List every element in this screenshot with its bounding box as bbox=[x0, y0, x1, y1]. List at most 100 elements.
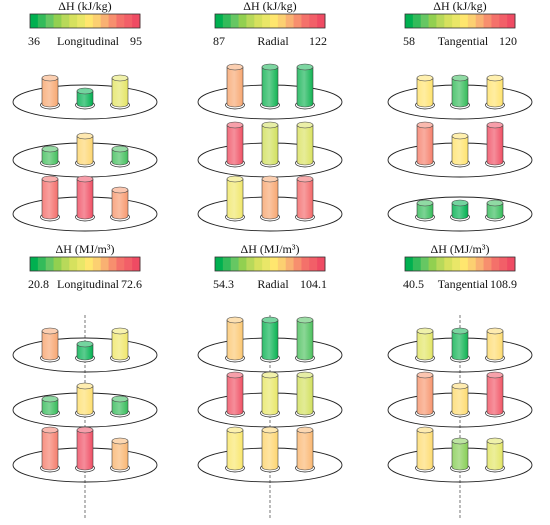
cylinder-body bbox=[41, 178, 59, 220]
colorbar-swatch bbox=[499, 257, 508, 271]
colorbar-swatch bbox=[317, 257, 326, 271]
colorbar-swatch bbox=[420, 14, 429, 28]
cylinder bbox=[75, 132, 95, 168]
level-1 bbox=[12, 327, 158, 373]
colorbar-swatch bbox=[37, 257, 47, 271]
colorbar-swatch bbox=[100, 14, 109, 28]
cylinder-body bbox=[76, 90, 94, 108]
cylinder-top bbox=[416, 199, 434, 207]
cylinder-top bbox=[76, 175, 94, 183]
colorbar-swatch bbox=[436, 14, 445, 28]
cylinder-body bbox=[486, 124, 504, 166]
cylinder-body bbox=[451, 440, 469, 471]
cylinder bbox=[40, 395, 60, 418]
cylinder-body bbox=[486, 77, 504, 108]
cylinder-top bbox=[451, 382, 469, 390]
colorbar-swatch bbox=[108, 14, 117, 28]
cylinder-body bbox=[261, 178, 279, 220]
level-3 bbox=[197, 426, 343, 483]
cylinder-top bbox=[451, 327, 469, 335]
colorbar-swatch bbox=[45, 257, 54, 271]
colorbar-min-label: 54.3 bbox=[213, 277, 234, 291]
cylinder-top bbox=[76, 87, 94, 95]
colorbar-swatch bbox=[444, 257, 453, 271]
colorbar-swatch bbox=[412, 14, 422, 28]
level-3 bbox=[12, 175, 158, 232]
colorbar-min-label: 40.5 bbox=[403, 277, 424, 291]
cylinder-body bbox=[261, 66, 279, 108]
cylinder-body bbox=[296, 374, 314, 416]
cylinder-body bbox=[296, 66, 314, 108]
cylinder-top bbox=[261, 63, 279, 71]
cylinder-body bbox=[451, 77, 469, 108]
cylinder-body bbox=[451, 202, 469, 220]
cylinder bbox=[295, 121, 315, 168]
level-1 bbox=[197, 316, 343, 373]
cylinder bbox=[75, 382, 95, 418]
cylinder-body bbox=[261, 319, 279, 361]
colorbar-frame bbox=[214, 13, 326, 29]
cylinder-body bbox=[451, 385, 469, 416]
cylinder-body bbox=[226, 124, 244, 166]
cylinder-top bbox=[486, 199, 504, 207]
colorbar-swatch bbox=[61, 257, 70, 271]
cylinder-body bbox=[111, 148, 129, 166]
cylinder bbox=[75, 340, 95, 363]
cylinder bbox=[295, 175, 315, 222]
cylinder-top bbox=[226, 426, 244, 434]
cylinder-body bbox=[76, 429, 94, 471]
plate-ellipse bbox=[12, 84, 158, 120]
cylinder-body bbox=[296, 319, 314, 361]
colorbar-frame bbox=[214, 256, 326, 272]
cylinder-top bbox=[41, 327, 59, 335]
cylinder bbox=[260, 63, 280, 110]
colorbar-swatch bbox=[215, 14, 224, 28]
colorbar-swatch bbox=[69, 257, 78, 271]
colorbar-swatch bbox=[30, 14, 39, 28]
level-2 bbox=[387, 371, 533, 428]
cylinder-body bbox=[111, 189, 129, 220]
cylinder-top bbox=[76, 340, 94, 348]
cylinder-body bbox=[111, 398, 129, 416]
level-1 bbox=[197, 63, 343, 120]
colorbar-swatch bbox=[309, 257, 318, 271]
colorbar-frame bbox=[29, 13, 141, 29]
cylinder bbox=[110, 327, 130, 363]
colorbar-swatch bbox=[467, 14, 477, 28]
colorbar-swatch bbox=[61, 14, 70, 28]
cylinder bbox=[485, 199, 505, 222]
cylinder-body bbox=[416, 124, 434, 166]
level-1 bbox=[387, 74, 533, 120]
cylinder-top bbox=[451, 437, 469, 445]
cylinder-top bbox=[226, 63, 244, 71]
colorbar-swatch bbox=[483, 14, 492, 28]
colorbar-swatch bbox=[77, 257, 86, 271]
cylinder-top bbox=[111, 395, 129, 403]
colorbar-swatch bbox=[293, 14, 302, 28]
colorbar-max-label: 108.9 bbox=[490, 277, 517, 291]
colorbar-swatch bbox=[436, 257, 445, 271]
colorbar-swatch bbox=[277, 257, 287, 271]
cylinder bbox=[225, 371, 245, 418]
cylinder bbox=[40, 327, 60, 363]
cylinder bbox=[40, 175, 60, 222]
panel-6: ΔH (MJ/m³) 40.5 Tangential 108.9 bbox=[387, 242, 533, 520]
colorbar-swatch bbox=[222, 14, 232, 28]
colorbar-swatch bbox=[53, 257, 62, 271]
colorbar-swatch bbox=[507, 257, 516, 271]
cylinder-body bbox=[226, 374, 244, 416]
colorbar-swatch bbox=[428, 257, 437, 271]
cylinder-top bbox=[416, 327, 434, 335]
cylinder-top bbox=[296, 175, 314, 183]
cylinder bbox=[260, 175, 280, 222]
cylinder-body bbox=[76, 135, 94, 166]
colorbar-swatch bbox=[420, 257, 429, 271]
cylinder-top bbox=[486, 121, 504, 129]
cylinder bbox=[40, 145, 60, 168]
cylinder-body bbox=[226, 319, 244, 361]
colorbar-swatch bbox=[53, 14, 62, 28]
cylinder-top bbox=[486, 327, 504, 335]
colorbar-swatch bbox=[254, 257, 263, 271]
cylinder-top bbox=[226, 371, 244, 379]
colorbar-swatch bbox=[238, 257, 247, 271]
